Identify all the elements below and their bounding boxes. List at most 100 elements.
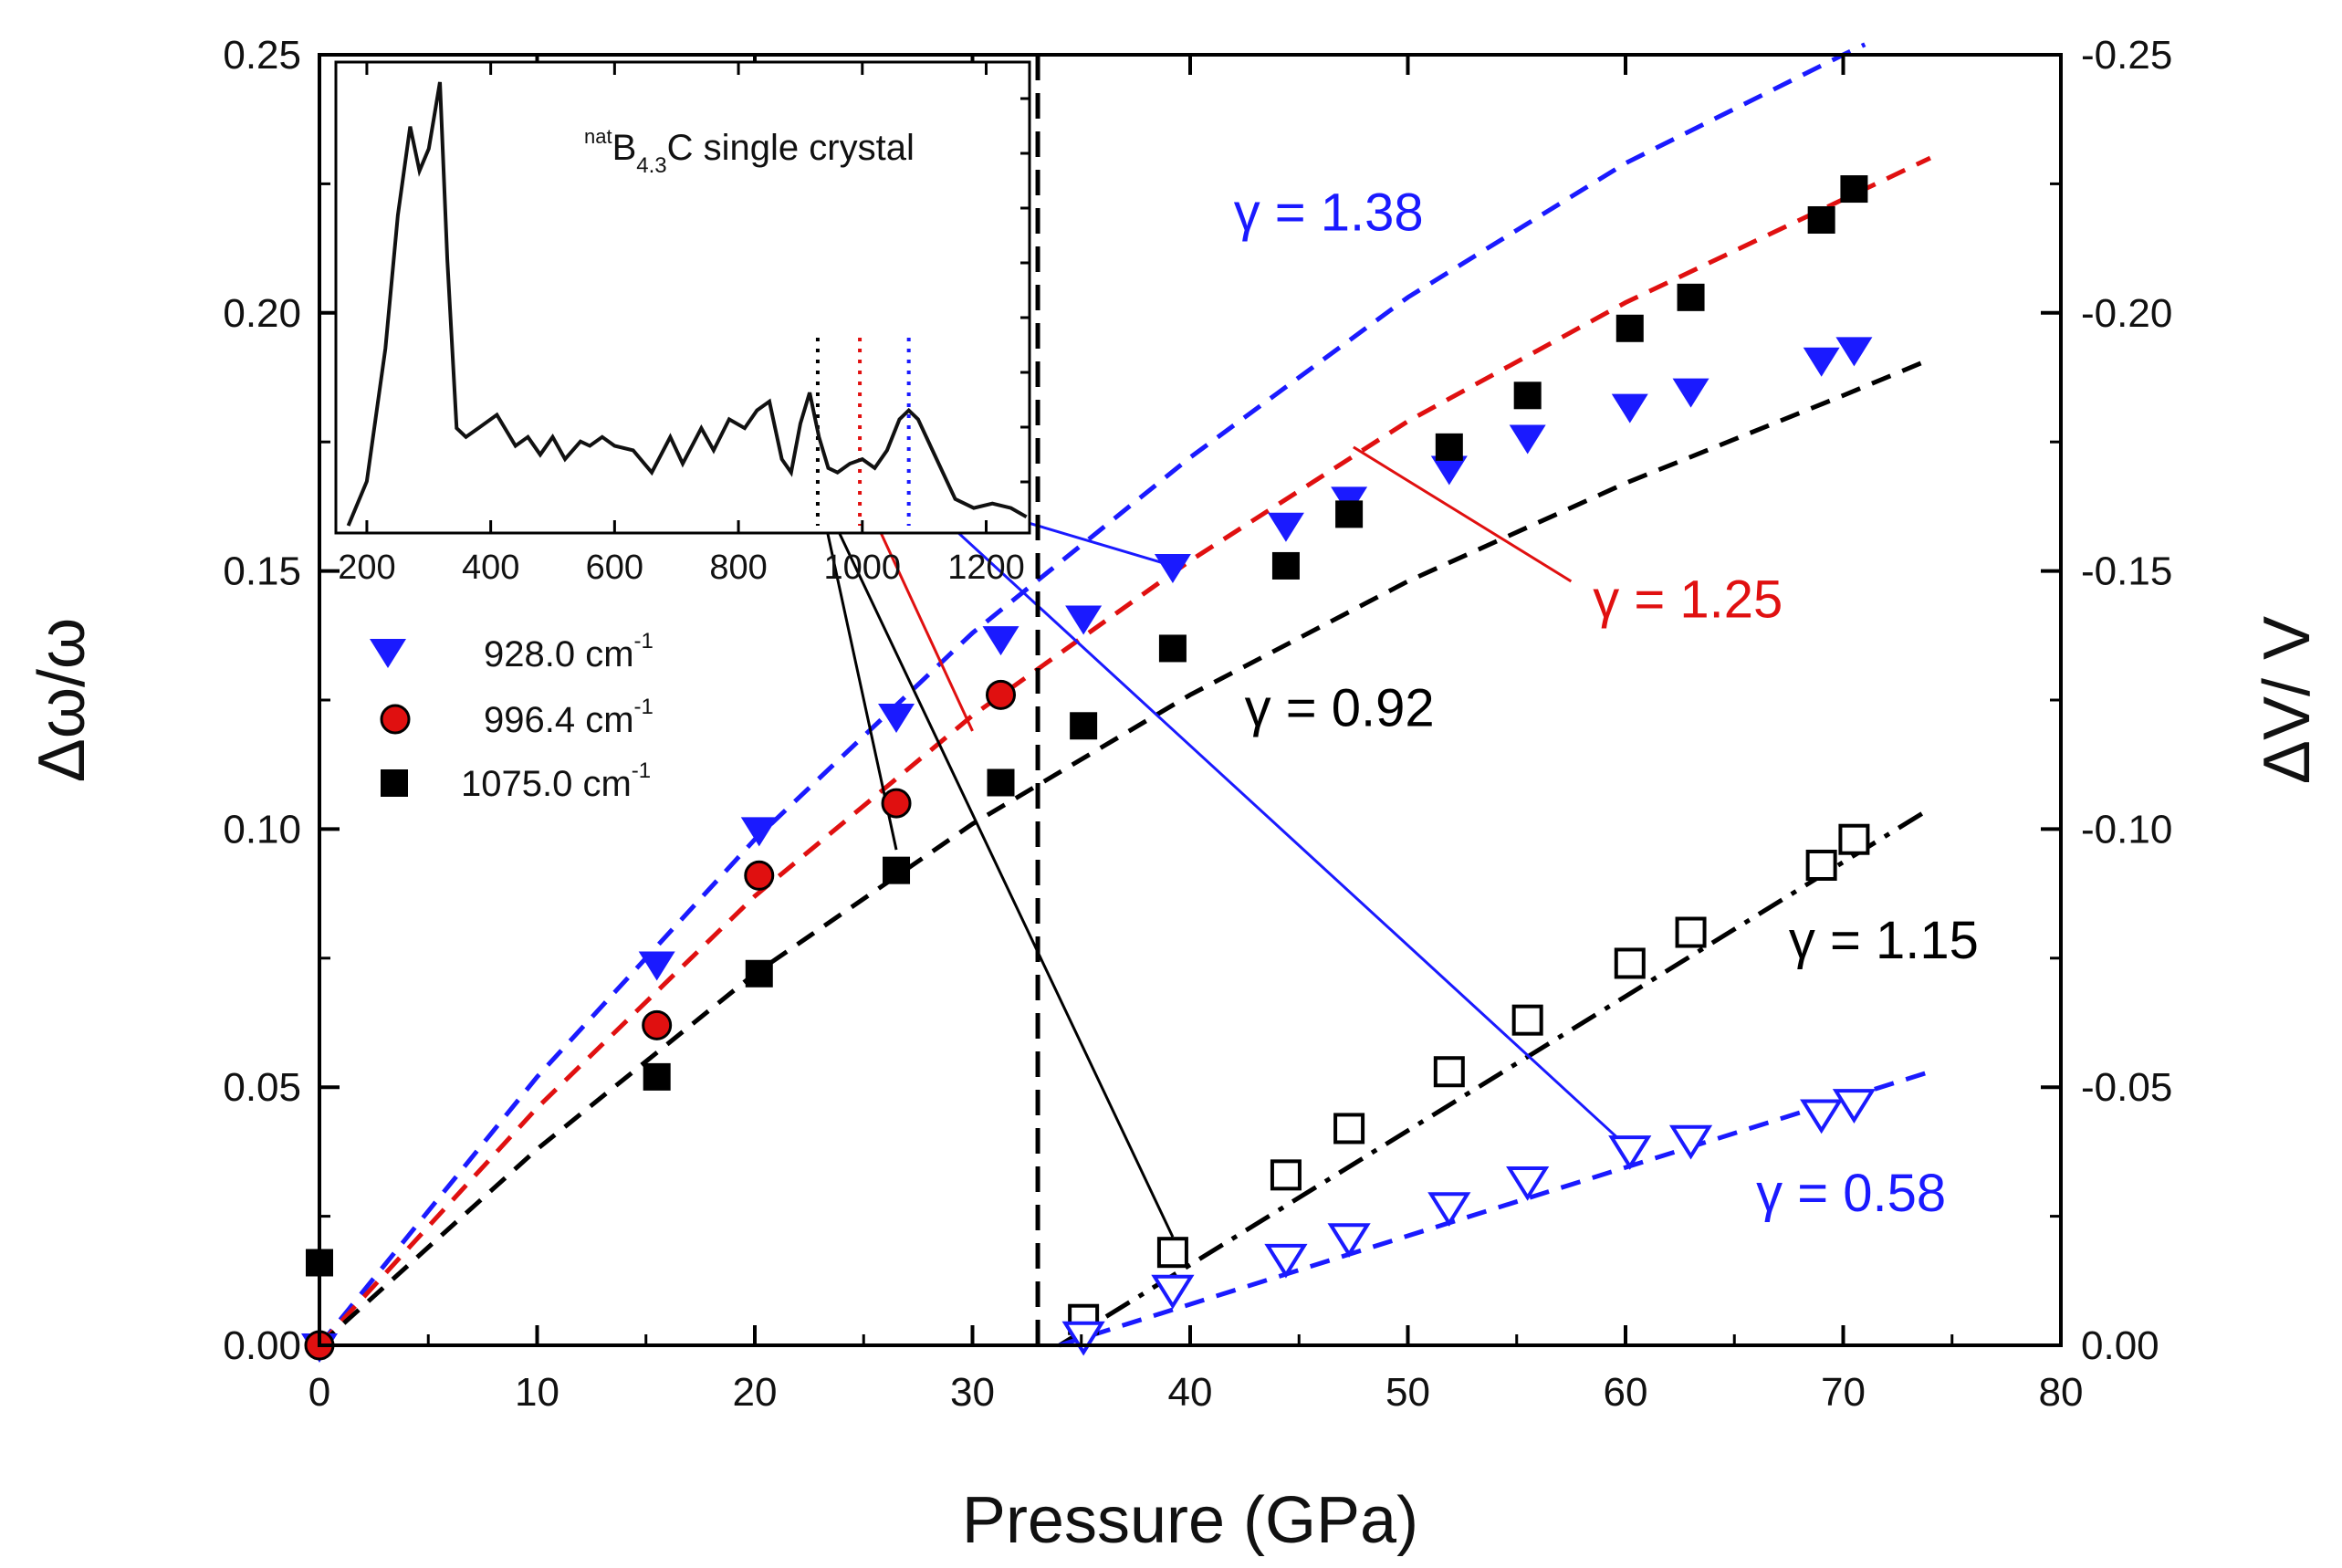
y-tick-label-left-0: 0.00 bbox=[223, 1323, 301, 1368]
legend-label-1075: 1075.0 cm-1 bbox=[461, 758, 651, 804]
inset-x-tick-label-3: 800 bbox=[709, 549, 767, 587]
marker-s1-p1 bbox=[642, 1009, 673, 1040]
marker-s0-p6 bbox=[1154, 553, 1191, 583]
marker-s2-p5 bbox=[1070, 712, 1098, 740]
marker-s0-p2 bbox=[740, 817, 778, 847]
y-tick-label-right-2: -0.10 bbox=[2081, 807, 2172, 852]
axes: 0 10 20 30 40 50 60 70 800.00 0.000.05 -0.050.10 -0… bbox=[223, 33, 2172, 1415]
x-tick-label-6: 60 bbox=[1604, 1370, 1648, 1415]
marker-s3-p7 bbox=[1675, 916, 1707, 948]
marker-s1-p3 bbox=[881, 788, 912, 819]
y-tick-label-right-4: -0.20 bbox=[2081, 291, 2172, 336]
y-tick-label-right-0: 0.00 bbox=[2081, 1323, 2159, 1368]
marker-s4-p7 bbox=[1668, 1124, 1713, 1160]
marker-s0-p10 bbox=[1509, 424, 1546, 455]
y-axis-label-left: Δω/ω bbox=[26, 618, 99, 783]
marker-s2-p9 bbox=[1435, 433, 1463, 461]
marker-s0-p13 bbox=[1803, 347, 1840, 377]
x-tick-label-3: 30 bbox=[950, 1370, 995, 1415]
x-tick-label-7: 70 bbox=[1821, 1370, 1866, 1415]
x-axis-label: Pressure (GPa) bbox=[962, 1484, 1418, 1557]
y-tick-label-left-5: 0.25 bbox=[223, 33, 301, 78]
marker-s4-p5 bbox=[1506, 1166, 1550, 1201]
gamma-annotation-3: γ = 1.15 bbox=[1789, 911, 1979, 970]
inset-x-tick-label-4: 1000 bbox=[824, 549, 902, 587]
inset-frame bbox=[334, 60, 1031, 535]
leader-line-1 bbox=[907, 486, 1631, 1151]
y-tick-label-left-1: 0.05 bbox=[223, 1065, 301, 1110]
inset-x-tick-label-1: 400 bbox=[462, 549, 519, 587]
inset-axes: 200 400 600 800 1000 1200 bbox=[338, 62, 1030, 587]
marker-s0-p9 bbox=[1430, 455, 1468, 486]
marker-s2-p3 bbox=[883, 856, 911, 884]
marker-s3-p1 bbox=[1156, 1237, 1188, 1269]
gamma-annotation-4: γ = 0.58 bbox=[1756, 1164, 1946, 1223]
gamma-annotation-2: γ = 0.92 bbox=[1245, 678, 1435, 737]
y-tick-label-right-5: -0.25 bbox=[2081, 33, 2172, 78]
legend-marker-1075 bbox=[381, 769, 408, 797]
marker-s3-p8 bbox=[1805, 849, 1837, 881]
marker-s2-p13 bbox=[1807, 205, 1835, 234]
marker-s3-p4 bbox=[1433, 1056, 1465, 1088]
inset-x-tick-label-2: 600 bbox=[586, 549, 643, 587]
fit-curve-2 bbox=[318, 357, 1931, 1347]
marker-s0-p4 bbox=[982, 626, 1019, 656]
marker-s2-p7 bbox=[1271, 551, 1300, 580]
marker-s3-p6 bbox=[1614, 947, 1646, 979]
leader-line-4 bbox=[816, 486, 898, 851]
marker-s0-p12 bbox=[1672, 378, 1709, 408]
x-tick-label-4: 40 bbox=[1168, 1370, 1213, 1415]
marker-s0-p11 bbox=[1611, 393, 1648, 423]
inset-spectrum-line bbox=[346, 81, 1028, 527]
gamma-annotation-0: γ = 1.38 bbox=[1234, 183, 1424, 242]
y-tick-label-left-4: 0.20 bbox=[223, 291, 301, 336]
marker-s0-p14 bbox=[1835, 337, 1873, 367]
marker-s2-p1 bbox=[643, 1062, 671, 1091]
marker-s4-p6 bbox=[1608, 1135, 1652, 1170]
gamma-annotations: γ = 1.38 γ = 1.25 γ = 0.92 γ = 1.15 γ = 0.58 bbox=[1234, 183, 1979, 1223]
y-tick-label-right-3: -0.15 bbox=[2081, 549, 2172, 594]
marker-s1-p2 bbox=[744, 860, 775, 891]
marker-s2-p10 bbox=[1513, 382, 1542, 410]
inset-title: natB4.3C single crystal bbox=[584, 125, 915, 178]
y-tick-label-left-3: 0.15 bbox=[223, 549, 301, 594]
legend-marker-928 bbox=[370, 639, 406, 668]
marker-s2-p2 bbox=[745, 959, 773, 988]
gamma-annotation-1: γ = 1.25 bbox=[1593, 570, 1783, 630]
fit-curves bbox=[318, 42, 1932, 1348]
x-tick-label-5: 50 bbox=[1385, 1370, 1430, 1415]
marker-s0-p1 bbox=[638, 951, 675, 981]
marker-s4-p2 bbox=[1264, 1243, 1308, 1279]
legend-label-928: 928.0 cm-1 bbox=[484, 629, 653, 674]
marker-s4-p3 bbox=[1327, 1223, 1371, 1258]
legend-marker-996 bbox=[380, 704, 411, 735]
marker-s0-p5 bbox=[1065, 605, 1103, 635]
x-tick-label-1: 10 bbox=[515, 1370, 559, 1415]
marker-s3-p9 bbox=[1838, 823, 1870, 855]
marker-s3-p5 bbox=[1511, 1004, 1543, 1036]
y-axis-label-right: ΔV/ V bbox=[2251, 616, 2324, 784]
inset-x-tick-label-5: 1200 bbox=[947, 549, 1025, 587]
marker-s2-p8 bbox=[1335, 500, 1364, 528]
legend-label-996: 996.4 cm-1 bbox=[484, 695, 653, 740]
leader-lines bbox=[816, 445, 1631, 1238]
x-tick-label-8: 80 bbox=[2039, 1370, 2084, 1415]
marker-s3-p3 bbox=[1333, 1113, 1365, 1145]
marker-s2-p4 bbox=[987, 768, 1015, 797]
x-tick-label-2: 20 bbox=[733, 1370, 778, 1415]
inset-spectrum: 200 400 600 800 1000 1200 natB4.3C single cry… bbox=[334, 60, 1031, 587]
marker-s1-p4 bbox=[986, 679, 1017, 710]
x-tick-label-0: 0 bbox=[308, 1370, 330, 1415]
marker-s4-p1 bbox=[1151, 1274, 1195, 1310]
legend: 928.0 cm-1 996.4 cm-1 1075.0 cm-1 bbox=[370, 629, 653, 804]
marker-s0-p3 bbox=[878, 703, 915, 733]
marker-s2-p11 bbox=[1615, 314, 1644, 342]
marker-s3-p2 bbox=[1270, 1159, 1302, 1191]
fit-curve-4 bbox=[1059, 1069, 1931, 1348]
marker-s2-p12 bbox=[1677, 283, 1705, 311]
marker-s0-p7 bbox=[1267, 512, 1304, 542]
leader-line-3 bbox=[1353, 445, 1573, 583]
marker-s2-p14 bbox=[1840, 175, 1868, 204]
marker-s4-p9 bbox=[1832, 1089, 1877, 1124]
